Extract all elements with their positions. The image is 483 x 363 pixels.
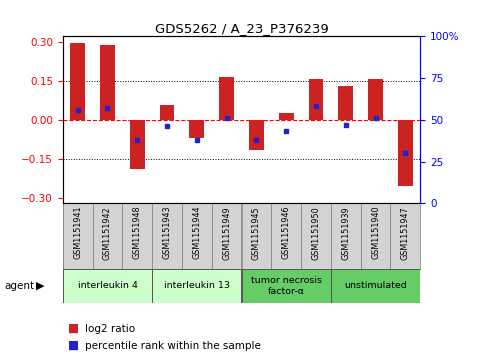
- Bar: [63, 269, 152, 303]
- Text: unstimulated: unstimulated: [344, 281, 407, 290]
- Bar: [242, 269, 331, 303]
- Bar: [301, 203, 331, 269]
- Text: GSM1151945: GSM1151945: [252, 206, 261, 260]
- Bar: [152, 269, 242, 303]
- Bar: [249, 120, 264, 150]
- Bar: [63, 203, 93, 269]
- Bar: [309, 79, 324, 120]
- Text: ▶: ▶: [36, 281, 45, 291]
- Bar: [122, 203, 152, 269]
- Text: GSM1151949: GSM1151949: [222, 206, 231, 260]
- Bar: [390, 203, 420, 269]
- Bar: [368, 79, 383, 120]
- Text: GSM1151940: GSM1151940: [371, 206, 380, 260]
- Text: GSM1151941: GSM1151941: [73, 206, 82, 260]
- Text: GSM1151939: GSM1151939: [341, 206, 350, 260]
- Bar: [242, 203, 271, 269]
- Bar: [152, 203, 182, 269]
- Bar: [130, 120, 145, 170]
- Bar: [331, 203, 361, 269]
- Bar: [70, 43, 85, 120]
- Bar: [189, 120, 204, 138]
- Title: GDS5262 / A_23_P376239: GDS5262 / A_23_P376239: [155, 22, 328, 35]
- Bar: [100, 45, 115, 120]
- Bar: [279, 113, 294, 120]
- Text: log2 ratio: log2 ratio: [85, 323, 135, 334]
- Text: GSM1151950: GSM1151950: [312, 206, 320, 260]
- Bar: [331, 269, 420, 303]
- Bar: [271, 203, 301, 269]
- Bar: [398, 120, 413, 186]
- Bar: [338, 86, 353, 120]
- Text: tumor necrosis
factor-α: tumor necrosis factor-α: [251, 276, 322, 295]
- Text: ■: ■: [68, 339, 79, 352]
- Bar: [219, 77, 234, 120]
- Text: interleukin 4: interleukin 4: [78, 281, 137, 290]
- Bar: [159, 105, 174, 120]
- Text: GSM1151947: GSM1151947: [401, 206, 410, 260]
- Text: GSM1151948: GSM1151948: [133, 206, 142, 260]
- Text: GSM1151942: GSM1151942: [103, 206, 112, 260]
- Text: GSM1151944: GSM1151944: [192, 206, 201, 260]
- Text: GSM1151943: GSM1151943: [163, 206, 171, 260]
- Text: percentile rank within the sample: percentile rank within the sample: [85, 340, 260, 351]
- Text: GSM1151946: GSM1151946: [282, 206, 291, 260]
- Bar: [182, 203, 212, 269]
- Bar: [212, 203, 242, 269]
- Bar: [93, 203, 122, 269]
- Bar: [361, 203, 390, 269]
- Text: interleukin 13: interleukin 13: [164, 281, 230, 290]
- Text: ■: ■: [68, 322, 79, 335]
- Text: agent: agent: [5, 281, 35, 291]
